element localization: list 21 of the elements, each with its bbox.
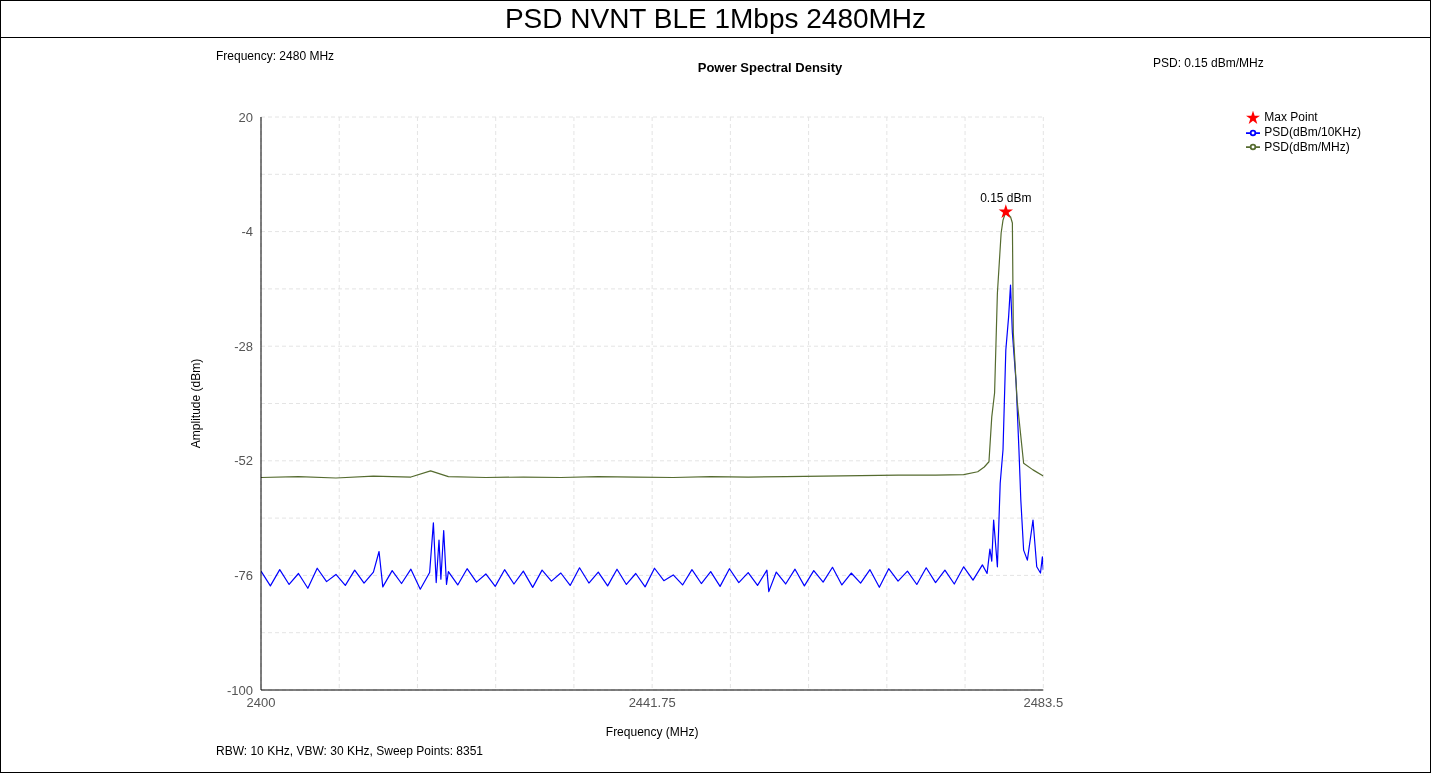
y-axis-title: Amplitude (dBm) xyxy=(189,358,204,449)
chart-title: PSD NVNT BLE 1Mbps 2480MHz xyxy=(0,0,1431,38)
annotation: 0.15 dBm xyxy=(980,190,1032,205)
legend-label: PSD(dBm/MHz) xyxy=(1264,139,1350,154)
text: RBW: 10 KHz, VBW: 30 KHz, Sweep Points: 8351 xyxy=(216,744,484,758)
text: Frequency: 2480 MHz xyxy=(216,49,335,63)
x-tick-label: 2483.5 xyxy=(1023,695,1064,711)
y-tick-label: -76 xyxy=(234,568,253,584)
chart-subtitle: Power Spectral Density xyxy=(697,60,843,75)
y-tick-label: -28 xyxy=(234,338,253,354)
legend-label: Max Point xyxy=(1264,110,1318,124)
line-series xyxy=(261,284,1044,593)
text: PSD: 0.15 dBm/MHz xyxy=(1153,56,1264,70)
legend-label: PSD(dBm/10KHz) xyxy=(1264,124,1361,139)
y-tick-label: -52 xyxy=(234,453,253,469)
x-tick-label: 2441.75 xyxy=(628,695,676,711)
x-tick-label: 2400 xyxy=(246,695,276,711)
y-tick-label: -100 xyxy=(226,682,253,698)
y-tick-label: 20 xyxy=(238,109,253,125)
y-tick-label: -4 xyxy=(241,224,253,240)
x-axis-title: Frequency (MHz) xyxy=(605,725,699,739)
